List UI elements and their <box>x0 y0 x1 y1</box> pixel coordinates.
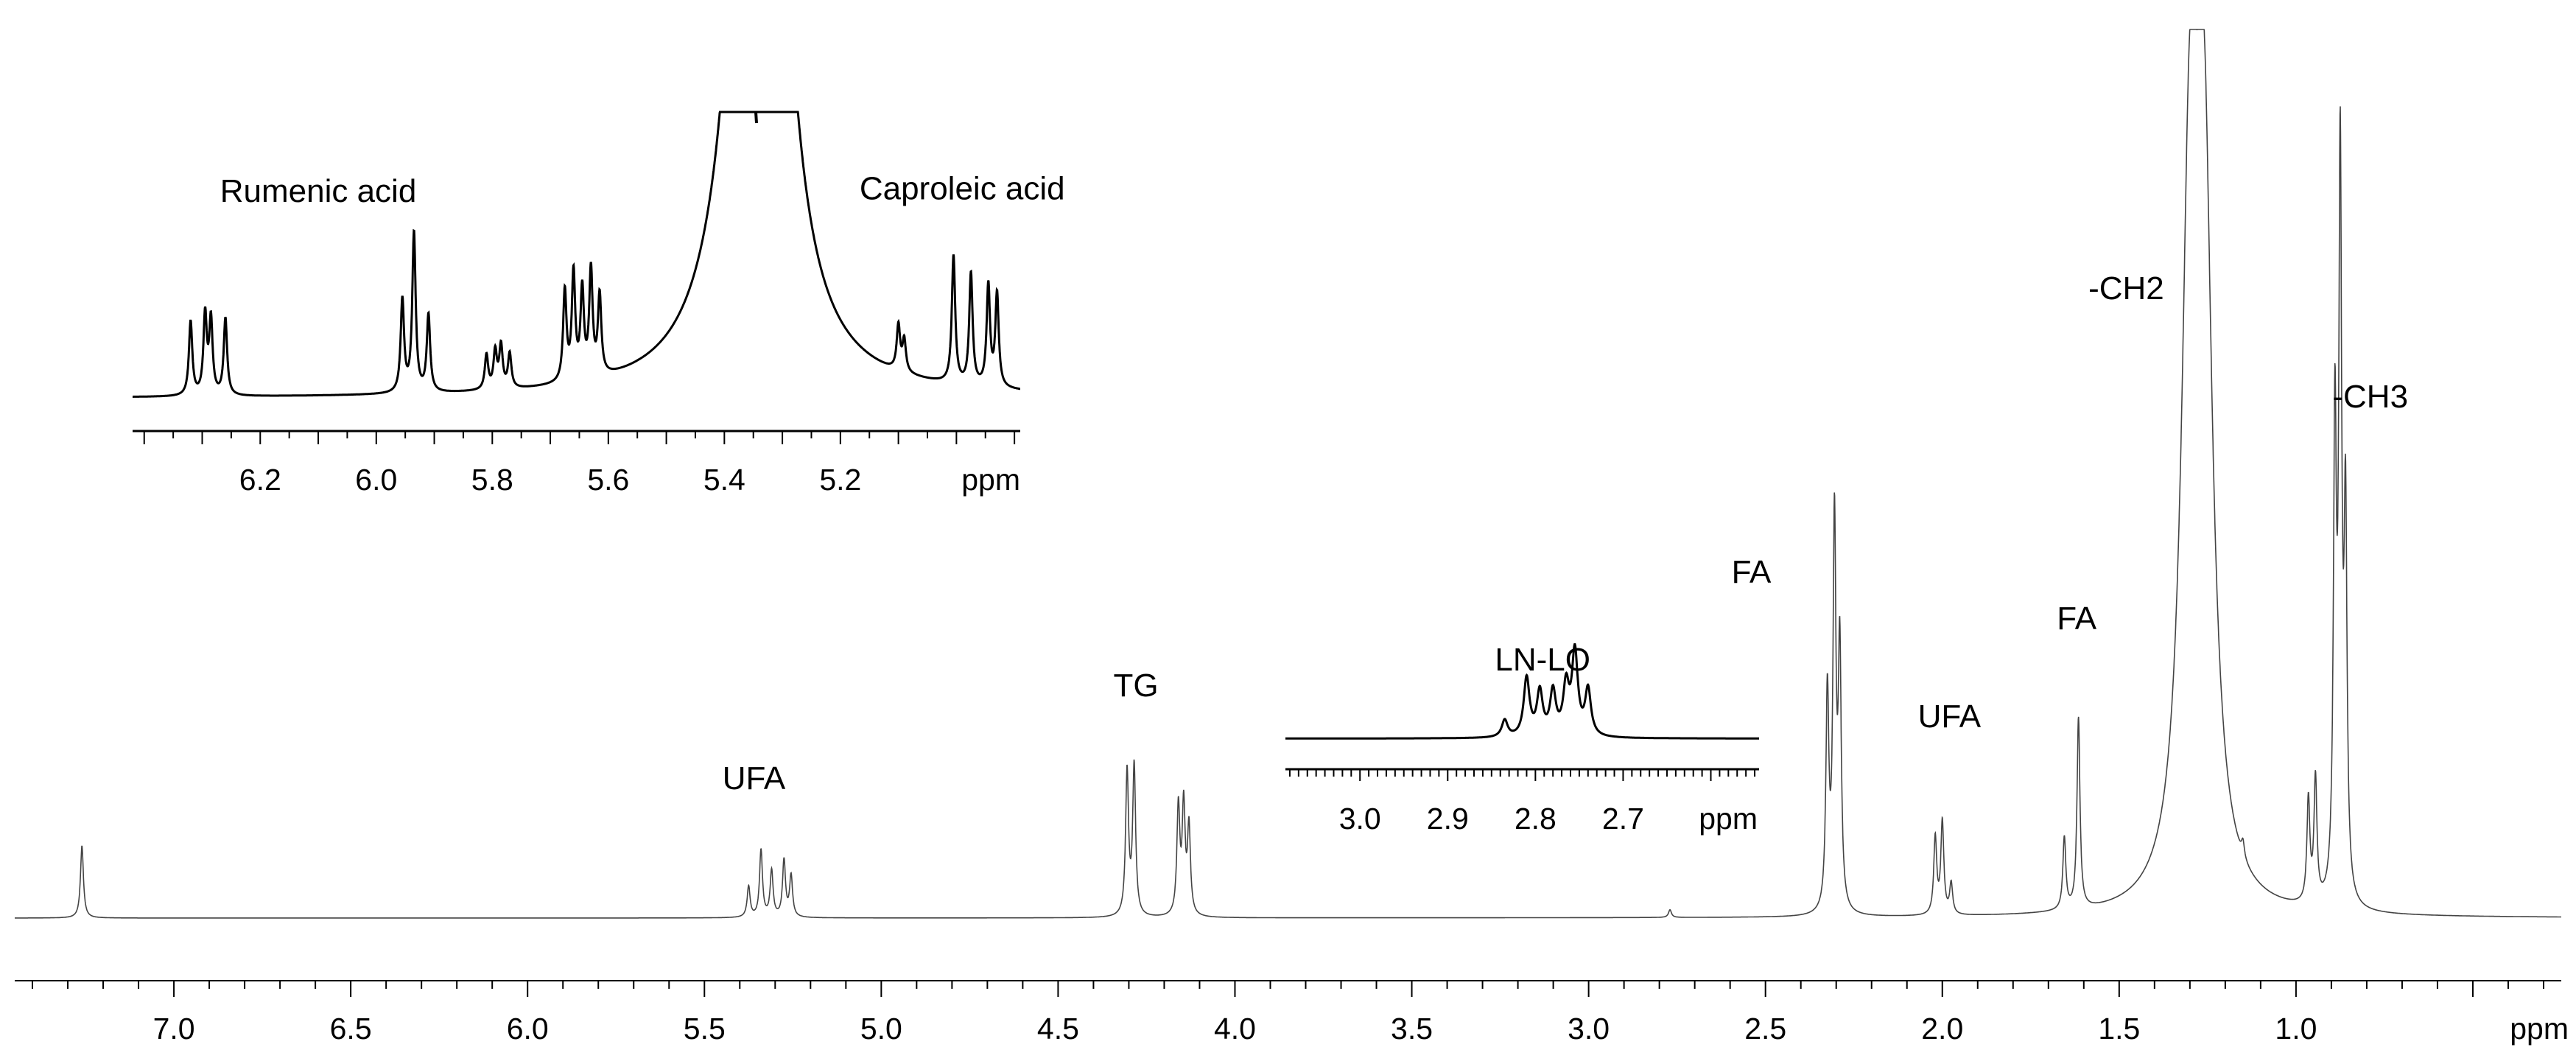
peak-label-fa: FA <box>2057 600 2096 637</box>
x-tick-label: 1.0 <box>2275 1012 2317 1046</box>
x-tick-label: 2.0 <box>1921 1012 1963 1046</box>
inset-x-tick-label: 5.4 <box>703 463 745 497</box>
inset-spectrum-trace <box>1285 643 1759 740</box>
peak-label-ufa: UFA <box>723 760 786 796</box>
peak-label-tg: TG <box>1113 668 1158 704</box>
x-axis-label: ppm <box>2510 1012 2569 1046</box>
inset-olefinic-region: 6.2 6.0 5.8 5.6 5.4 5.2 ppm Rumenic acid Caprole… <box>133 111 1065 497</box>
inset-tick-mark <box>754 111 758 124</box>
inset-x-tick-label: 2.7 <box>1602 802 1644 836</box>
inset-x-tick-label: 5.2 <box>819 463 861 497</box>
inset-x-tick-label: 6.0 <box>355 463 397 497</box>
inset-label-caproleic-acid: Caproleic acid <box>860 170 1065 206</box>
peak-label-fa: FA <box>1732 554 1772 590</box>
peak-label-ufa: UFA <box>1918 698 1982 735</box>
inset-label-rumenic-acid: Rumenic acid <box>220 173 417 209</box>
inset-spectrum-trace <box>133 111 1021 398</box>
inset-x-tick-label: 3.0 <box>1339 802 1381 836</box>
x-tick-label: 6.5 <box>330 1012 372 1046</box>
peak-label-ch3: -CH3 <box>2332 379 2408 415</box>
inset-x-tick-label: 6.2 <box>239 463 281 497</box>
x-tick-label: 1.5 <box>2098 1012 2140 1046</box>
inset-x-tick-label: 5.6 <box>587 463 629 497</box>
x-tick-label: 7.0 <box>153 1012 195 1046</box>
spectrum-trace <box>15 29 2561 919</box>
inset-x-tick-label: 5.8 <box>471 463 513 497</box>
x-tick-label: 4.5 <box>1037 1012 1079 1046</box>
x-tick-label: 3.5 <box>1391 1012 1433 1046</box>
x-tick-label: 3.0 <box>1568 1012 1610 1046</box>
inset-x-tick-label: 2.8 <box>1515 802 1557 836</box>
x-tick-label: 5.0 <box>860 1012 902 1046</box>
inset-ln-lo-region: 3.0 2.9 2.8 2.7 ppm <box>1285 643 1759 836</box>
x-tick-label: 6.0 <box>507 1012 549 1046</box>
x-tick-label: 2.5 <box>1744 1012 1786 1046</box>
inset-x-tick-label: 2.9 <box>1427 802 1469 836</box>
main-spectrum: 7.0 6.5 6.0 5.5 5.0 4.5 4.0 3.5 3.0 2.5 2.0 1.5 1.0 p… <box>15 29 2569 1046</box>
peak-label-ch2: -CH2 <box>2088 270 2164 307</box>
x-tick-label: 5.5 <box>684 1012 726 1046</box>
inset-x-axis-label: ppm <box>1699 802 1758 836</box>
x-tick-label: 4.0 <box>1214 1012 1256 1046</box>
inset-x-axis-label: ppm <box>961 463 1020 497</box>
